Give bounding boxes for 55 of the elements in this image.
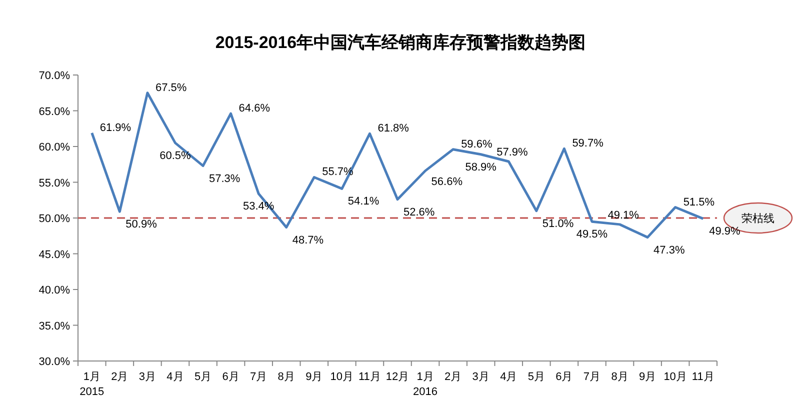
- data-label: 58.9%: [465, 161, 497, 174]
- data-label: 57.9%: [496, 146, 528, 159]
- data-label: 59.6%: [461, 138, 492, 150]
- data-label: 48.7%: [292, 234, 324, 246]
- data-label: 51.0%: [542, 218, 574, 230]
- data-label: 52.6%: [404, 206, 435, 218]
- data-label: 47.3%: [654, 244, 685, 256]
- data-label: 61.9%: [100, 122, 132, 134]
- x-tick-label: 2月: [111, 371, 128, 383]
- y-tick-label: 45.0%: [38, 248, 70, 261]
- x-tick-label: 6月: [222, 371, 240, 383]
- data-label: 59.7%: [572, 138, 604, 150]
- x-tick-label: 3月: [472, 371, 490, 383]
- x-tick-label: 9月: [638, 371, 656, 383]
- data-label: 50.9%: [126, 218, 158, 231]
- data-label: 51.5%: [683, 196, 715, 208]
- data-label: 60.5%: [160, 150, 192, 162]
- data-label: 57.3%: [209, 172, 240, 185]
- y-tick-label: 55.0%: [38, 177, 70, 190]
- x-tick-label: 9月: [306, 371, 323, 383]
- x-tick-label: 2月: [444, 371, 462, 383]
- y-tick-label: 65.0%: [38, 106, 70, 118]
- chart-title: 2015-2016年中国汽车经销商库存预警指数趋势图: [215, 33, 586, 52]
- x-tick-label: 4月: [166, 371, 184, 383]
- x-tick-label: 11月: [692, 371, 714, 383]
- x-tick-label: 3月: [138, 371, 156, 383]
- x-tick-label: 6月: [556, 371, 573, 383]
- x-tick-label: 5月: [194, 371, 212, 383]
- y-tick-label: 70.0%: [38, 70, 70, 82]
- x-tick-label: 1月 2015: [80, 371, 104, 398]
- y-tick-label: 60.0%: [38, 142, 70, 154]
- data-label: 56.6%: [431, 176, 463, 188]
- x-tick-label: 5月: [528, 371, 545, 383]
- data-label: 49.5%: [576, 228, 608, 241]
- ref-line-label: 荣枯线: [742, 212, 774, 225]
- data-label: 61.8%: [378, 122, 410, 135]
- x-tick-label: 8月: [611, 371, 628, 383]
- y-tick-label: 35.0%: [38, 320, 70, 332]
- data-label: 64.6%: [238, 102, 270, 115]
- y-tick-label: 40.0%: [38, 284, 70, 296]
- y-tick-label: 30.0%: [38, 356, 70, 368]
- y-tick-label: 50.0%: [38, 213, 70, 225]
- data-label: 49.9%: [709, 226, 741, 238]
- data-label: 49.1%: [608, 209, 640, 222]
- x-tick-label: 1月 2016: [413, 371, 438, 398]
- x-tick-label: 10月: [664, 371, 687, 383]
- data-label: 54.1%: [348, 196, 380, 208]
- x-tick-label: 12月: [386, 371, 410, 383]
- x-tick-label: 11月: [358, 371, 381, 383]
- data-label: 67.5%: [155, 82, 187, 94]
- x-tick-label: 8月: [278, 371, 295, 383]
- x-tick-label: 7月: [583, 371, 601, 383]
- x-tick-label: 7月: [250, 371, 268, 383]
- x-tick-label: 10月: [330, 371, 354, 383]
- x-tick-label: 4月: [500, 371, 518, 383]
